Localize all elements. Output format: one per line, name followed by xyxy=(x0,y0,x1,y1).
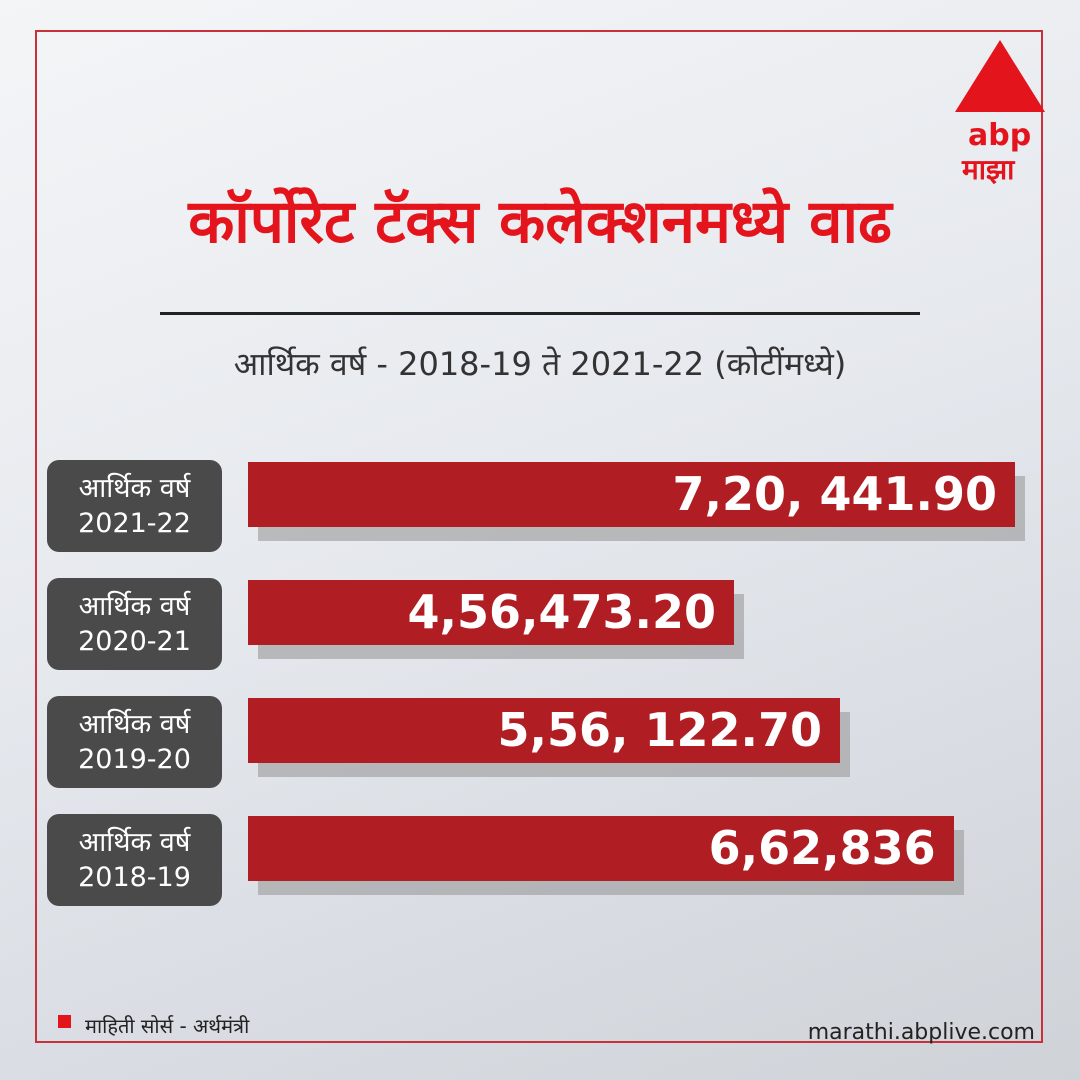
category-label: आर्थिक वर्ष 2019-20 xyxy=(47,696,222,788)
frame xyxy=(35,30,1043,1043)
bar xyxy=(248,580,734,645)
chart-title: कॉर्पोरेट टॅक्स कलेक्शनमध्ये वाढ xyxy=(188,187,892,257)
logo-name: abp xyxy=(968,118,1032,153)
bar xyxy=(248,816,954,881)
logo-subname: माझा xyxy=(962,153,1015,186)
value-label: 6,62,836 xyxy=(708,821,936,875)
chart-subtitle: आर्थिक वर्ष - 2018-19 ते 2021-22 (कोटींम… xyxy=(233,345,847,383)
source: माहिती सोर्स - अर्थमंत्री xyxy=(85,1014,250,1038)
source-marker xyxy=(58,1015,71,1028)
logo-mark xyxy=(955,40,1045,112)
value-label: 4,56,473.20 xyxy=(407,585,716,639)
category-label: आर्थिक वर्ष 2021-22 xyxy=(47,460,222,552)
website: marathi.abplive.com xyxy=(807,1020,1035,1045)
category-label: आर्थिक वर्ष 2018-19 xyxy=(47,814,222,906)
value-label: 7,20, 441.90 xyxy=(672,467,998,521)
bar xyxy=(248,698,841,763)
category-label: आर्थिक वर्ष 2020-21 xyxy=(47,578,222,670)
bar xyxy=(248,462,1015,527)
divider xyxy=(160,312,920,315)
value-label: 5,56, 122.70 xyxy=(497,703,823,757)
